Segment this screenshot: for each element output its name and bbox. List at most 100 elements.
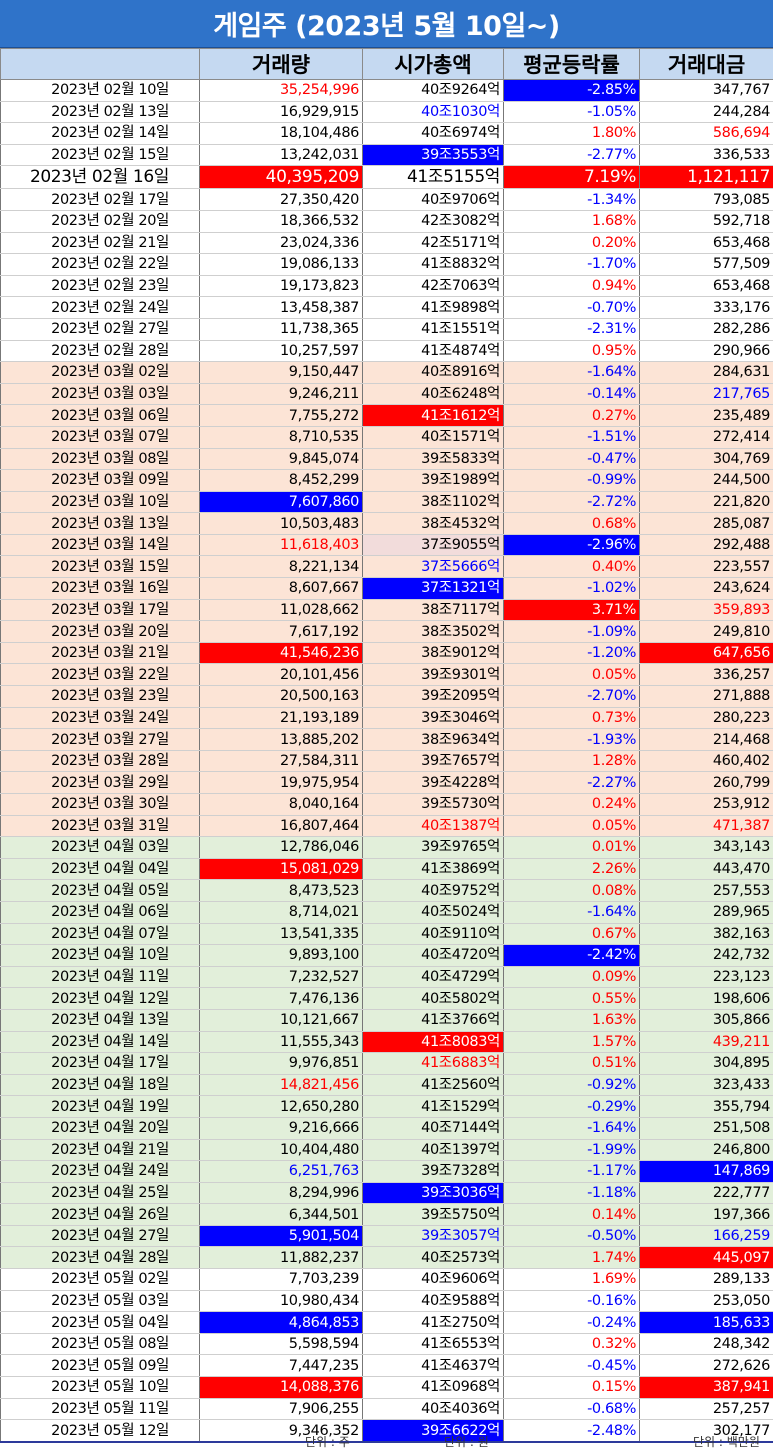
date-cell: 2023년 04월 03일 <box>0 836 200 859</box>
date-cell: 2023년 03월 17일 <box>0 599 200 622</box>
date-cell: 2023년 03월 31일 <box>0 815 200 838</box>
trade-amount-cell: 257,257 <box>639 1398 773 1421</box>
header-volume: 거래량 <box>199 48 363 80</box>
volume-cell: 8,040,164 <box>199 793 363 816</box>
volume-cell: 18,366,532 <box>199 210 363 233</box>
trade-amount-cell: 222,777 <box>639 1182 773 1205</box>
volume-cell: 19,975,954 <box>199 771 363 794</box>
trade-amount-cell: 460,402 <box>639 750 773 773</box>
market-cap-cell: 41조2560억 <box>362 1074 504 1097</box>
volume-cell: 6,344,501 <box>199 1203 363 1226</box>
date-cell: 2023년 02월 15일 <box>0 144 200 167</box>
market-cap-cell: 40조8916억 <box>362 361 504 384</box>
trade-amount-cell: 284,631 <box>639 361 773 384</box>
market-cap-cell: 37조5666억 <box>362 555 504 579</box>
date-cell: 2023년 05월 12일 <box>0 1419 200 1443</box>
market-cap-cell: 39조7657억 <box>362 750 504 773</box>
volume-cell: 7,607,860 <box>199 491 363 514</box>
unit-cap: 단위 : 원 <box>444 1435 489 1449</box>
date-cell: 2023년 03월 22일 <box>0 663 200 687</box>
volume-cell: 13,885,202 <box>199 728 363 751</box>
avg-change-cell: -2.72% <box>503 491 640 514</box>
avg-change-cell: -0.14% <box>503 383 640 406</box>
avg-change-cell: -1.17% <box>503 1160 640 1183</box>
avg-change-cell: -0.16% <box>503 1290 640 1313</box>
trade-amount-cell: 1,121,117 <box>639 165 773 190</box>
volume-cell: 13,458,387 <box>199 296 363 319</box>
table-row: 2023년 04월 18일 14,821,456 41조2560억 -0.92% 323… <box>0 1074 773 1097</box>
volume-cell: 10,404,480 <box>199 1139 363 1162</box>
date-cell: 2023년 05월 10일 <box>0 1376 200 1399</box>
table-row: 2023년 02월 17일 27,350,420 40조9706억 -1.34% 793… <box>0 188 773 211</box>
avg-change-cell: 0.32% <box>503 1333 640 1356</box>
date-cell: 2023년 02월 17일 <box>0 188 200 211</box>
table-row: 2023년 04월 13일 10,121,667 41조3766억 1.63% 305,… <box>0 1009 773 1032</box>
market-cap-cell: 40조9706억 <box>362 188 504 211</box>
date-cell: 2023년 03월 03일 <box>0 383 200 406</box>
table-row: 2023년 04월 28일 11,882,237 40조2573억 1.74% 445,… <box>0 1246 773 1270</box>
table-row: 2023년 03월 28일 27,584,311 39조7657억 1.28% 460,… <box>0 750 773 773</box>
date-cell: 2023년 04월 20일 <box>0 1117 200 1140</box>
market-cap-cell: 39조3046억 <box>362 707 504 730</box>
volume-cell: 8,221,134 <box>199 555 363 579</box>
avg-change-cell: -1.64% <box>503 361 640 384</box>
avg-change-cell: 1.69% <box>503 1268 640 1291</box>
volume-cell: 9,893,100 <box>199 944 363 967</box>
trade-amount-cell: 336,533 <box>639 144 773 167</box>
date-cell: 2023년 04월 21일 <box>0 1139 200 1162</box>
trade-amount-cell: 793,085 <box>639 188 773 211</box>
avg-change-cell: 0.94% <box>503 275 640 298</box>
avg-change-cell: 7.19% <box>503 165 640 190</box>
table-row: 2023년 05월 11일 7,906,255 40조4036억 -0.68% 257,… <box>0 1398 773 1421</box>
date-cell: 2023년 03월 24일 <box>0 707 200 730</box>
units-footer: 단위 : 주 단위 : 원 단위 : 백만원 <box>0 1429 773 1451</box>
table-row: 2023년 04월 17일 9,976,851 41조6883억 0.51% 304,8… <box>0 1052 773 1075</box>
market-cap-cell: 40조1030억 <box>362 101 504 124</box>
table-row: 2023년 02월 21일 23,024,336 42조5171억 0.20% 653,… <box>0 232 773 255</box>
market-cap-cell: 39조7328억 <box>362 1160 504 1183</box>
market-cap-cell: 40조2573억 <box>362 1246 504 1270</box>
trade-amount-cell: 217,765 <box>639 383 773 406</box>
market-cap-cell: 40조4729억 <box>362 966 504 989</box>
trade-amount-cell: 235,489 <box>639 404 773 427</box>
market-cap-cell: 39조5833억 <box>362 448 504 471</box>
date-cell: 2023년 03월 13일 <box>0 512 200 535</box>
date-cell: 2023년 03월 02일 <box>0 361 200 384</box>
table-row: 2023년 03월 10일 7,607,860 38조1102억 -2.72% 221,… <box>0 491 773 514</box>
avg-change-cell: 0.51% <box>503 1052 640 1075</box>
date-cell: 2023년 02월 28일 <box>0 340 200 363</box>
trade-amount-cell: 323,433 <box>639 1074 773 1097</box>
trade-amount-cell: 198,606 <box>639 987 773 1010</box>
avg-change-cell: -1.09% <box>503 620 640 643</box>
table-row: 2023년 05월 03일 10,980,434 40조9588억 -0.16% 253… <box>0 1290 773 1313</box>
market-cap-cell: 40조6248억 <box>362 383 504 406</box>
market-cap-cell: 38조9012억 <box>362 642 504 665</box>
date-cell: 2023년 03월 29일 <box>0 771 200 794</box>
market-cap-cell: 40조9752억 <box>362 879 504 902</box>
table-row: 2023년 02월 24일 13,458,387 41조9898억 -0.70% 333… <box>0 296 773 319</box>
trade-amount-cell: 242,732 <box>639 944 773 967</box>
trade-amount-cell: 289,965 <box>639 901 773 924</box>
table-row: 2023년 02월 22일 19,086,133 41조8832억 -1.70% 577… <box>0 253 773 276</box>
volume-cell: 9,845,074 <box>199 448 363 471</box>
date-cell: 2023년 04월 10일 <box>0 944 200 967</box>
table-row: 2023년 04월 26일 6,344,501 39조5750억 0.14% 197,3… <box>0 1203 773 1226</box>
avg-change-cell: 0.05% <box>503 815 640 838</box>
market-cap-cell: 40조9110억 <box>362 923 504 946</box>
avg-change-cell: -1.64% <box>503 901 640 924</box>
date-cell: 2023년 03월 30일 <box>0 793 200 816</box>
date-cell: 2023년 03월 27일 <box>0 728 200 751</box>
table-row: 2023년 03월 06일 7,755,272 41조1612억 0.27% 235,4… <box>0 404 773 427</box>
table-row: 2023년 03월 21일 41,546,236 38조9012억 -1.20% 647… <box>0 642 773 665</box>
avg-change-cell: 1.74% <box>503 1246 640 1270</box>
avg-change-cell: 0.14% <box>503 1203 640 1226</box>
avg-change-cell: 1.63% <box>503 1009 640 1032</box>
table-row: 2023년 03월 15일 8,221,134 37조5666억 0.40% 223,5… <box>0 555 773 579</box>
trade-amount-cell: 647,656 <box>639 642 773 665</box>
date-cell: 2023년 02월 24일 <box>0 296 200 319</box>
date-cell: 2023년 04월 06일 <box>0 901 200 924</box>
trade-amount-cell: 253,912 <box>639 793 773 816</box>
table-row: 2023년 03월 13일 10,503,483 38조4532억 0.68% 285,… <box>0 512 773 535</box>
avg-change-cell: -0.68% <box>503 1398 640 1421</box>
trade-amount-cell: 653,468 <box>639 275 773 298</box>
